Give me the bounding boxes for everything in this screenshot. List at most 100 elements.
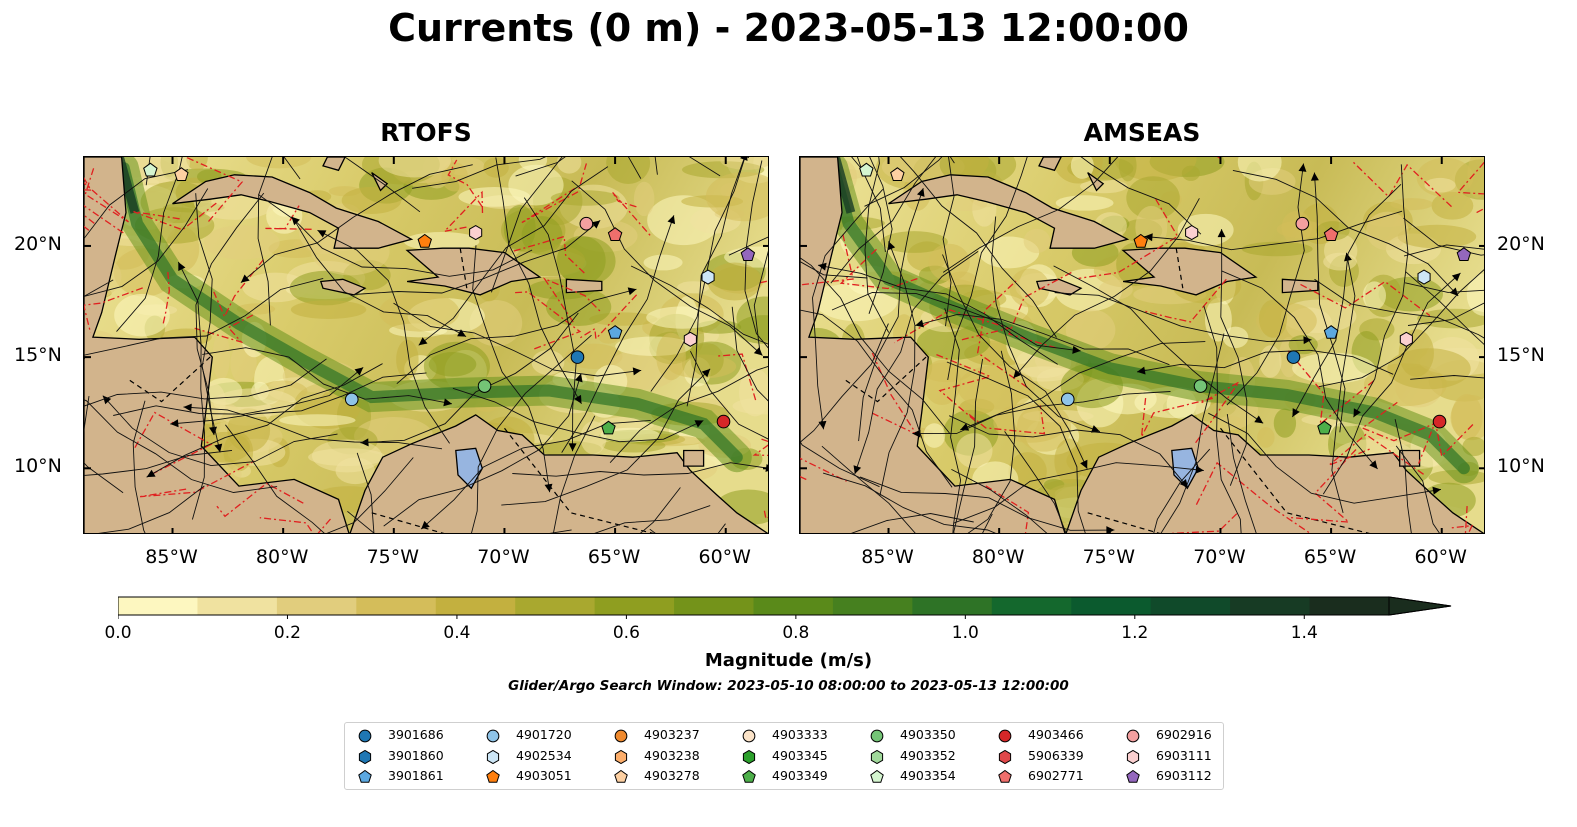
- eez-boundary: [839, 248, 918, 290]
- legend-label: 6902771: [1028, 768, 1084, 783]
- colorbar-segment: [912, 597, 993, 615]
- magnitude-blob: [1204, 297, 1232, 342]
- streamline: [1395, 445, 1440, 533]
- float-marker-3901686: [1286, 350, 1301, 364]
- streamline: [1226, 163, 1305, 406]
- streamline: [84, 449, 233, 476]
- float-marker-6903111: [469, 225, 483, 241]
- magnitude-blob: [199, 431, 250, 463]
- legend-marker-4903051: [486, 769, 500, 783]
- streamline: [1407, 302, 1484, 326]
- float-marker-6903111: [683, 331, 697, 347]
- legend-marker-4903237: [614, 729, 628, 743]
- land: [1281, 278, 1319, 294]
- magnitude-blob: [600, 427, 660, 443]
- streamline-arrow: [1217, 229, 1226, 238]
- colorbar-tick-label: 0.4: [443, 623, 471, 643]
- legend-label: 6902916: [1156, 727, 1212, 742]
- map-panel-amseas: [799, 156, 1485, 534]
- legend-marker-6903112: [1126, 769, 1140, 783]
- magnitude-blob: [213, 388, 297, 418]
- lon-tick-label: 85°W: [145, 546, 198, 568]
- magnitude-blob: [928, 243, 970, 282]
- streamline: [523, 197, 577, 452]
- legend-marker-4903278: [614, 769, 628, 783]
- lon-tick-label: 65°W: [587, 546, 641, 568]
- streamline: [812, 189, 884, 430]
- eez-boundary: [1287, 350, 1375, 426]
- colorbar-segment: [1309, 597, 1390, 615]
- streamline: [116, 157, 183, 332]
- streamline: [744, 160, 768, 349]
- streamline-arrow: [1353, 408, 1361, 418]
- streamline-arrow: [544, 483, 553, 493]
- colorbar-outline: [118, 596, 1452, 616]
- float-marker-3901686: [570, 350, 585, 364]
- legend-label: 3901860: [388, 747, 444, 763]
- legend-marker-4903238: [614, 749, 628, 764]
- streamline: [98, 485, 205, 533]
- land: [683, 449, 705, 467]
- magnitude-blob: [1118, 157, 1137, 182]
- streamline: [1153, 448, 1211, 533]
- magnitude-blob: [378, 157, 451, 178]
- streamline: [383, 373, 582, 527]
- country-border: [1175, 248, 1184, 289]
- lon-tick-label: 70°W: [1193, 546, 1246, 568]
- magnitude-blob: [379, 292, 460, 332]
- streamline: [1410, 375, 1484, 380]
- streamline-arrow: [84, 408, 85, 411]
- streamline: [594, 505, 711, 533]
- legend-label: 4903333: [772, 727, 828, 742]
- streamline: [900, 157, 1057, 338]
- legend-label: 6903111: [1156, 747, 1212, 763]
- legend-marker-3901686: [358, 729, 372, 743]
- streamline-arrow: [694, 420, 704, 428]
- lon-tick-label: 80°W: [255, 546, 309, 568]
- magnitude-blob: [1431, 191, 1474, 220]
- eez-boundary: [1169, 513, 1238, 533]
- streamline: [1353, 164, 1409, 418]
- colorbar-segment: [832, 597, 913, 615]
- float-marker-3901861: [607, 325, 623, 339]
- streamline-arrow: [1292, 408, 1300, 418]
- streamline: [1160, 333, 1225, 533]
- lon-tick-label: 80°W: [971, 546, 1025, 568]
- current-jet-core: [117, 162, 743, 464]
- eez-boundary: [976, 280, 1028, 388]
- streamline: [1221, 270, 1378, 470]
- eez-boundary: [194, 314, 254, 344]
- eez-boundary: [1417, 419, 1474, 464]
- eez-boundary: [447, 159, 483, 207]
- current-jet-core: [827, 162, 1470, 475]
- colorbar-segment: [753, 597, 834, 615]
- lat-tick-label-left: 20°N: [14, 232, 62, 255]
- streamline: [942, 254, 1088, 469]
- magnitude-blob: [1080, 179, 1128, 194]
- streamline: [831, 292, 1081, 352]
- magnitude-blob: [643, 254, 683, 271]
- streamline: [1054, 292, 1312, 343]
- streamline: [800, 440, 880, 488]
- streamline-arrow: [574, 394, 582, 404]
- streamline: [317, 229, 450, 444]
- country-border: [371, 512, 445, 533]
- float-marker-4903350: [477, 379, 492, 393]
- legend-marker-4903352: [870, 749, 884, 764]
- streamline: [800, 323, 889, 443]
- colorbar-segment: [991, 597, 1072, 615]
- streamline-arrow: [632, 367, 642, 376]
- streamline-arrow: [1432, 486, 1441, 495]
- streamline: [84, 188, 209, 297]
- streamline: [1313, 172, 1346, 433]
- eez-boundary: [84, 168, 129, 223]
- streamline: [1331, 252, 1356, 514]
- legend-label: 3901861: [388, 768, 444, 783]
- streamline: [113, 367, 364, 416]
- streamline: [1208, 412, 1442, 504]
- magnitude-blob: [1009, 268, 1050, 308]
- magnitude-blob: [945, 198, 988, 212]
- legend-label: 5906339: [1028, 747, 1084, 763]
- country-border: [459, 248, 468, 289]
- lon-tick-label: 75°W: [1082, 546, 1136, 568]
